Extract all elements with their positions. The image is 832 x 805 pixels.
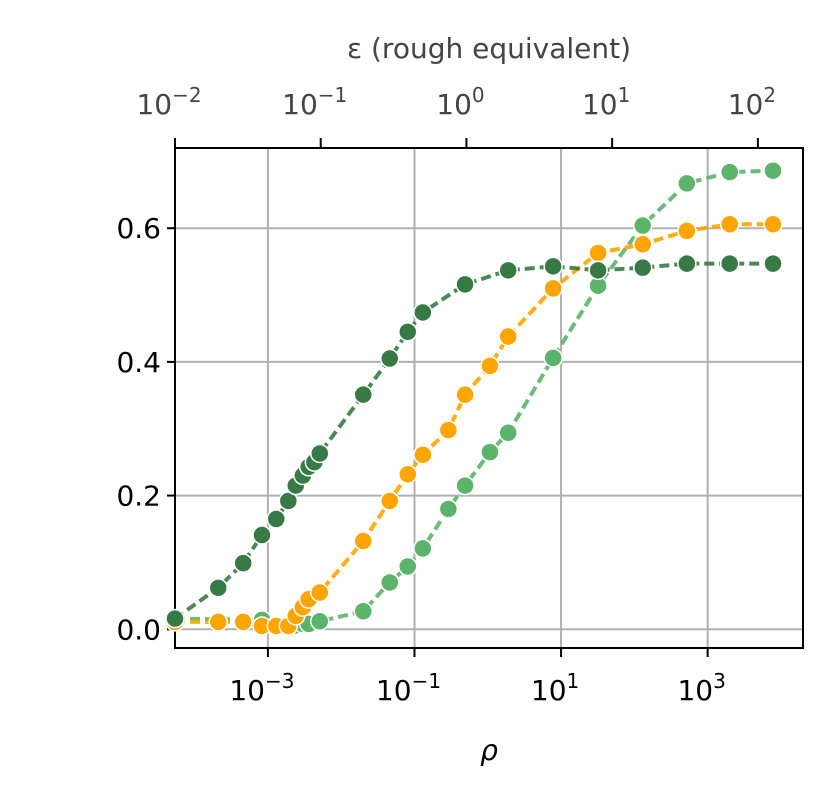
data-point xyxy=(498,260,518,281)
data-point xyxy=(353,384,374,405)
data-point xyxy=(543,278,563,299)
data-point xyxy=(398,322,418,342)
data-point xyxy=(543,256,563,277)
data-point xyxy=(353,601,374,621)
data-point xyxy=(398,464,418,484)
x-tick-label: 10−3 xyxy=(229,669,294,707)
data-point xyxy=(310,443,330,464)
data-point xyxy=(413,538,433,559)
data-point xyxy=(763,253,783,274)
series-line xyxy=(174,168,774,628)
x2-axis-label: ε (rough equivalent) xyxy=(347,32,631,65)
data-point xyxy=(677,221,697,241)
data-point xyxy=(632,215,653,236)
x2-tick-label: 100 xyxy=(436,83,484,121)
x2-tick-label: 10−1 xyxy=(282,83,347,121)
data-point xyxy=(763,160,783,181)
data-point xyxy=(165,608,185,629)
data-point xyxy=(763,214,783,234)
data-point xyxy=(498,326,518,347)
data-point xyxy=(480,356,500,376)
data-point xyxy=(310,582,330,603)
data-point xyxy=(380,348,400,369)
data-point xyxy=(233,553,253,573)
data-point xyxy=(252,525,272,545)
data-point xyxy=(380,491,400,511)
y-tick-label: 0.4 xyxy=(116,346,161,379)
data-point xyxy=(398,556,418,577)
plot-frame xyxy=(174,147,804,649)
data-point xyxy=(353,531,374,551)
data-point xyxy=(413,302,433,323)
data-point xyxy=(438,420,459,440)
data-point xyxy=(455,274,475,295)
data-point xyxy=(719,214,740,234)
x-tick-label: 10−1 xyxy=(376,669,441,707)
data-point xyxy=(632,257,653,278)
data-point xyxy=(266,509,287,529)
data-point xyxy=(480,442,500,462)
data-point xyxy=(310,611,330,632)
y-tick-label: 0.0 xyxy=(116,613,161,646)
x-tick-label: 101 xyxy=(531,669,579,707)
data-point xyxy=(233,612,253,632)
x-tick-label: 103 xyxy=(677,669,725,707)
data-point xyxy=(632,234,653,255)
y-tick-label: 0.6 xyxy=(116,212,161,245)
data-point xyxy=(413,445,433,465)
data-point xyxy=(208,578,228,598)
x2-tick-label: 101 xyxy=(582,83,630,121)
data-point xyxy=(278,491,299,511)
series-line xyxy=(173,261,774,621)
data-point xyxy=(498,423,518,443)
data-point xyxy=(208,612,228,632)
data-point xyxy=(677,253,697,274)
y-tick-label: 0.2 xyxy=(116,480,161,513)
data-point xyxy=(455,475,475,496)
data-point xyxy=(438,499,459,519)
x-axis-label: ρ xyxy=(480,734,498,767)
data-point xyxy=(380,572,400,593)
data-point xyxy=(677,173,697,194)
x2-tick-label: 102 xyxy=(728,83,776,121)
data-point xyxy=(588,260,608,281)
data-point xyxy=(719,253,740,274)
data-point xyxy=(588,243,608,263)
data-point xyxy=(543,348,563,368)
data-point xyxy=(719,162,740,182)
data-point xyxy=(455,384,475,405)
x2-tick-label: 10−2 xyxy=(136,83,201,121)
